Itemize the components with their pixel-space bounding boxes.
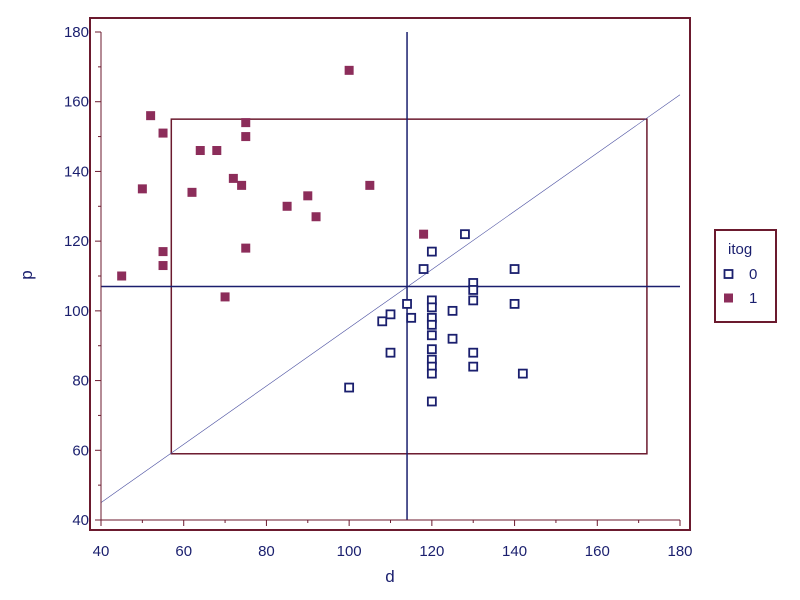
point-itog-0 bbox=[385, 347, 396, 358]
point-itog-1 bbox=[212, 146, 222, 156]
x-tick-label: 160 bbox=[585, 543, 610, 560]
point-itog-1 bbox=[241, 118, 251, 128]
point-itog-1 bbox=[237, 180, 247, 190]
point-itog-0 bbox=[377, 316, 388, 327]
point-itog-0 bbox=[385, 309, 396, 320]
point-itog-0 bbox=[509, 298, 520, 309]
reference-lines bbox=[100, 32, 681, 520]
x-axis-title: d bbox=[385, 567, 394, 586]
point-itog-1 bbox=[158, 247, 168, 257]
point-itog-0 bbox=[426, 396, 437, 407]
point-itog-1 bbox=[146, 111, 156, 121]
point-itog-1 bbox=[419, 229, 429, 239]
x-tick-label: 100 bbox=[337, 543, 362, 560]
point-itog-1 bbox=[195, 146, 205, 156]
point-itog-0 bbox=[447, 305, 458, 316]
x-tick-label: 180 bbox=[667, 543, 692, 560]
point-itog-0 bbox=[509, 264, 520, 274]
y-tick-label: 140 bbox=[64, 163, 89, 180]
point-itog-1 bbox=[137, 184, 147, 194]
point-itog-0 bbox=[426, 302, 437, 313]
y-tick-label: 40 bbox=[72, 512, 89, 529]
axes: 40 60 80 100 120 140 160 180 40 60 80 100 120 140 160 1… bbox=[64, 24, 693, 560]
x-tick-label: 140 bbox=[502, 543, 527, 560]
point-itog-1 bbox=[303, 191, 313, 201]
point-itog-0 bbox=[426, 246, 437, 257]
legend-title: itog bbox=[728, 241, 752, 258]
y-tick-label: 80 bbox=[72, 373, 89, 390]
point-itog-0 bbox=[447, 333, 458, 344]
legend-marker-1 bbox=[724, 293, 733, 303]
point-itog-1 bbox=[241, 243, 251, 253]
point-itog-1 bbox=[158, 128, 168, 138]
x-tick-label: 40 bbox=[93, 543, 110, 560]
point-itog-1 bbox=[117, 271, 127, 281]
x-tick-label: 120 bbox=[419, 543, 444, 560]
y-tick-label: 180 bbox=[64, 24, 89, 41]
point-itog-1 bbox=[187, 187, 197, 197]
point-itog-0 bbox=[402, 298, 412, 309]
point-itog-1 bbox=[282, 201, 292, 211]
point-itog-1 bbox=[228, 173, 238, 183]
y-tick-label: 120 bbox=[64, 233, 89, 250]
point-itog-1 bbox=[365, 180, 375, 190]
point-itog-0 bbox=[406, 312, 417, 323]
point-itog-1 bbox=[311, 212, 321, 222]
point-itog-0 bbox=[344, 382, 355, 393]
diagonal-reference-line bbox=[100, 94, 681, 503]
point-itog-0 bbox=[418, 264, 429, 274]
point-itog-0 bbox=[468, 347, 479, 358]
point-itog-1 bbox=[158, 261, 168, 271]
point-itog-1 bbox=[220, 292, 230, 302]
point-itog-0 bbox=[426, 344, 437, 355]
plot-frame bbox=[89, 17, 691, 531]
legend-label-0: 0 bbox=[749, 266, 757, 283]
point-itog-1 bbox=[241, 132, 251, 142]
y-tick-label: 60 bbox=[72, 442, 89, 459]
x-tick-label: 80 bbox=[258, 543, 275, 560]
legend: itog 0 1 bbox=[714, 229, 777, 323]
legend-label-1: 1 bbox=[749, 290, 757, 307]
point-itog-0 bbox=[460, 229, 470, 240]
point-itog-1 bbox=[344, 65, 354, 75]
point-itog-0 bbox=[426, 368, 437, 379]
point-itog-0 bbox=[517, 368, 528, 379]
legend-marker-0 bbox=[723, 269, 734, 279]
data-points bbox=[117, 65, 528, 407]
point-itog-0 bbox=[426, 319, 437, 330]
y-axis-title: p bbox=[17, 270, 36, 279]
point-itog-0 bbox=[468, 361, 479, 372]
y-tick-label: 160 bbox=[64, 94, 89, 111]
point-itog-0 bbox=[468, 285, 479, 295]
point-itog-0 bbox=[468, 295, 479, 306]
y-tick-label: 100 bbox=[64, 303, 89, 320]
x-tick-label: 60 bbox=[175, 543, 192, 560]
point-itog-0 bbox=[426, 330, 437, 341]
